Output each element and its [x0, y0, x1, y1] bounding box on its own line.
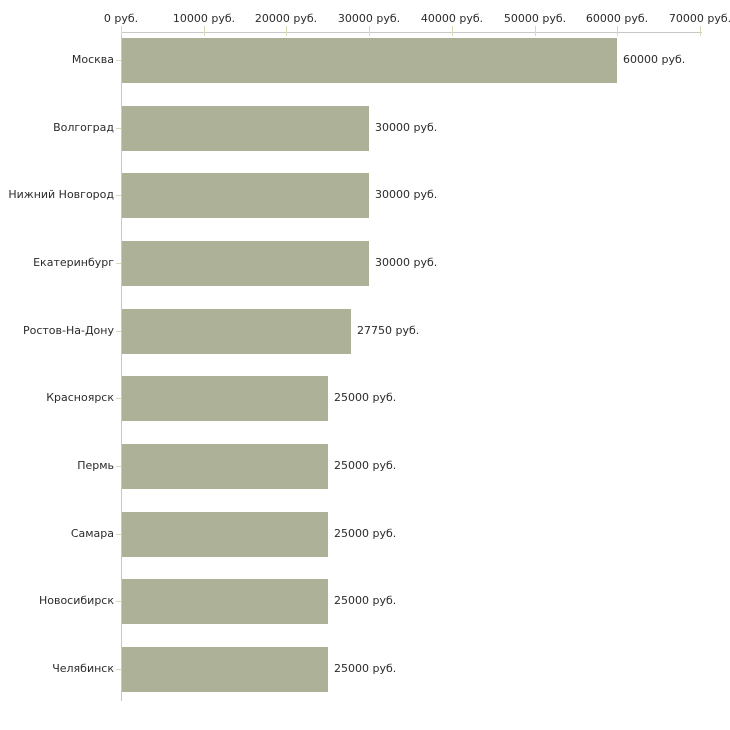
x-axis-tick-label: 50000 руб. — [503, 12, 567, 25]
category-label: Москва — [71, 53, 114, 66]
bar — [122, 444, 328, 489]
category-label: Ростов-На-Дону — [22, 324, 114, 337]
x-axis-tick — [617, 26, 618, 36]
category-label: Самара — [70, 527, 114, 540]
bar — [122, 241, 369, 286]
x-axis-tick-label: 0 руб. — [103, 12, 139, 25]
value-label: 25000 руб. — [334, 391, 397, 404]
value-label: 25000 руб. — [334, 459, 397, 472]
x-axis-tick — [535, 26, 536, 36]
x-axis-tick — [286, 26, 287, 36]
category-label: Красноярск — [46, 391, 114, 404]
category-label: Волгоград — [53, 121, 114, 134]
category-tick — [116, 398, 121, 399]
bar — [122, 579, 328, 624]
value-label: 27750 руб. — [357, 324, 420, 337]
value-label: 30000 руб. — [375, 121, 438, 134]
x-axis-tick — [121, 26, 122, 36]
bar — [122, 173, 369, 218]
x-axis-tick-label: 40000 руб. — [420, 12, 484, 25]
bar — [122, 376, 328, 421]
category-tick — [116, 128, 121, 129]
category-label: Пермь — [77, 459, 114, 472]
category-tick — [116, 195, 121, 196]
bar — [122, 647, 328, 692]
x-axis-tick — [452, 26, 453, 36]
category-label: Челябинск — [52, 662, 114, 675]
x-axis-tick-label: 70000 руб. — [668, 12, 730, 25]
category-label: Новосибирск — [38, 594, 114, 607]
category-label: Нижний Новгород — [8, 188, 114, 201]
x-axis-tick — [700, 26, 701, 36]
value-label: 30000 руб. — [375, 188, 438, 201]
x-axis-tick-label: 10000 руб. — [172, 12, 236, 25]
value-label: 25000 руб. — [334, 662, 397, 675]
category-tick — [116, 601, 121, 602]
value-label: 25000 руб. — [334, 527, 397, 540]
x-axis-tick-label: 20000 руб. — [254, 12, 318, 25]
bar — [122, 309, 351, 354]
x-axis-tick-label: 30000 руб. — [337, 12, 401, 25]
value-label: 25000 руб. — [334, 594, 397, 607]
value-label: 60000 руб. — [623, 53, 686, 66]
x-axis-tick — [369, 26, 370, 36]
x-axis-tick-label: 60000 руб. — [585, 12, 649, 25]
bar — [122, 38, 617, 83]
x-axis-line — [121, 32, 702, 33]
category-tick — [116, 669, 121, 670]
category-tick — [116, 60, 121, 61]
category-tick — [116, 466, 121, 467]
bar — [122, 512, 328, 557]
value-label: 30000 руб. — [375, 256, 438, 269]
category-tick — [116, 263, 121, 264]
category-tick — [116, 331, 121, 332]
y-axis-line — [121, 32, 122, 701]
category-tick — [116, 534, 121, 535]
bar — [122, 106, 369, 151]
category-label: Екатеринбург — [33, 256, 114, 269]
x-axis-tick — [204, 26, 205, 36]
